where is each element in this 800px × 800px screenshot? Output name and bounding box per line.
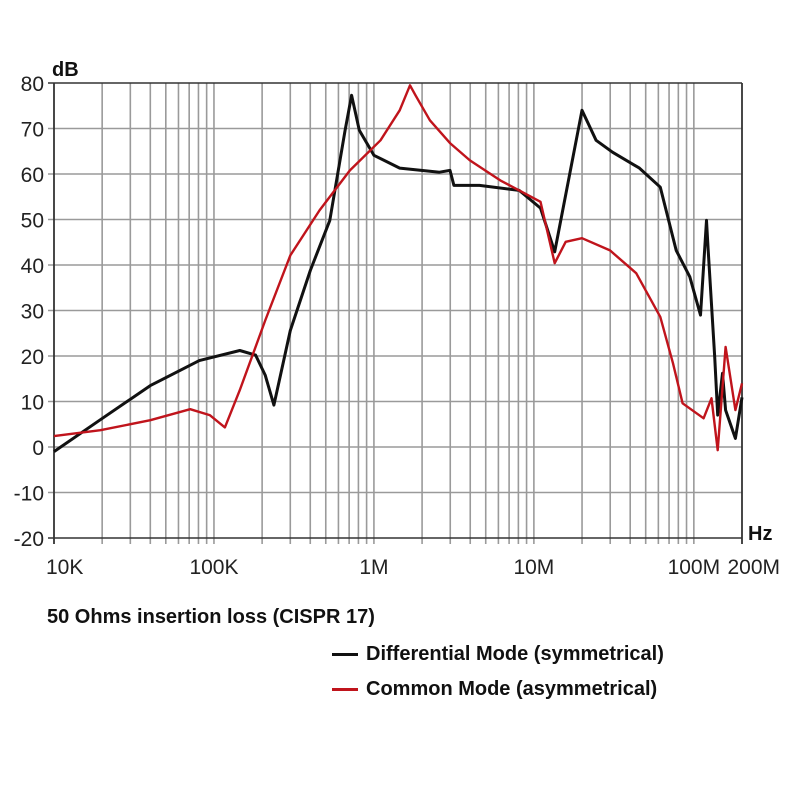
legend-swatch-differential (332, 653, 358, 656)
x-tick-label: 10M (513, 556, 554, 579)
y-tick-label: 0 (32, 437, 44, 460)
y-tick-label: -10 (14, 483, 44, 506)
y-tick-label: -20 (14, 528, 44, 551)
x-tick-label: 1M (359, 556, 388, 579)
y-tick-label: 60 (21, 164, 44, 187)
x-tick-label: 100K (189, 556, 238, 579)
legend-item-common: Common Mode (asymmetrical) (332, 678, 657, 701)
x-axis-label: Hz (748, 523, 772, 545)
y-axis-label: dB (52, 59, 79, 81)
y-tick-label: 80 (21, 73, 44, 96)
x-tick-label: 200M (727, 556, 780, 579)
y-axis-ticks: 80 70 60 50 40 30 20 10 0 -10 -20 (14, 73, 44, 551)
x-axis-ticks: 10K 100K 1M 10M 100M 200M (46, 556, 780, 579)
y-tick-label: 10 (21, 392, 44, 415)
y-tick-label: 70 (21, 119, 44, 142)
y-tick-label: 50 (21, 210, 44, 233)
chart-title: 50 Ohms insertion loss (CISPR 17) (47, 606, 375, 628)
grid (48, 82, 743, 544)
x-tick-label: 100M (668, 556, 721, 579)
differential-mode-line (53, 93, 744, 453)
legend-label: Differential Mode (symmetrical) (366, 643, 664, 665)
y-tick-label: 40 (21, 255, 44, 278)
common-mode-line (53, 84, 744, 452)
legend-item-differential: Differential Mode (symmetrical) (332, 643, 664, 666)
legend-swatch-common (332, 688, 358, 691)
y-tick-label: 20 (21, 346, 44, 369)
x-tick-label: 10K (46, 556, 83, 579)
series-lines (53, 84, 744, 453)
y-tick-label: 30 (21, 301, 44, 324)
legend-label: Common Mode (asymmetrical) (366, 678, 658, 700)
